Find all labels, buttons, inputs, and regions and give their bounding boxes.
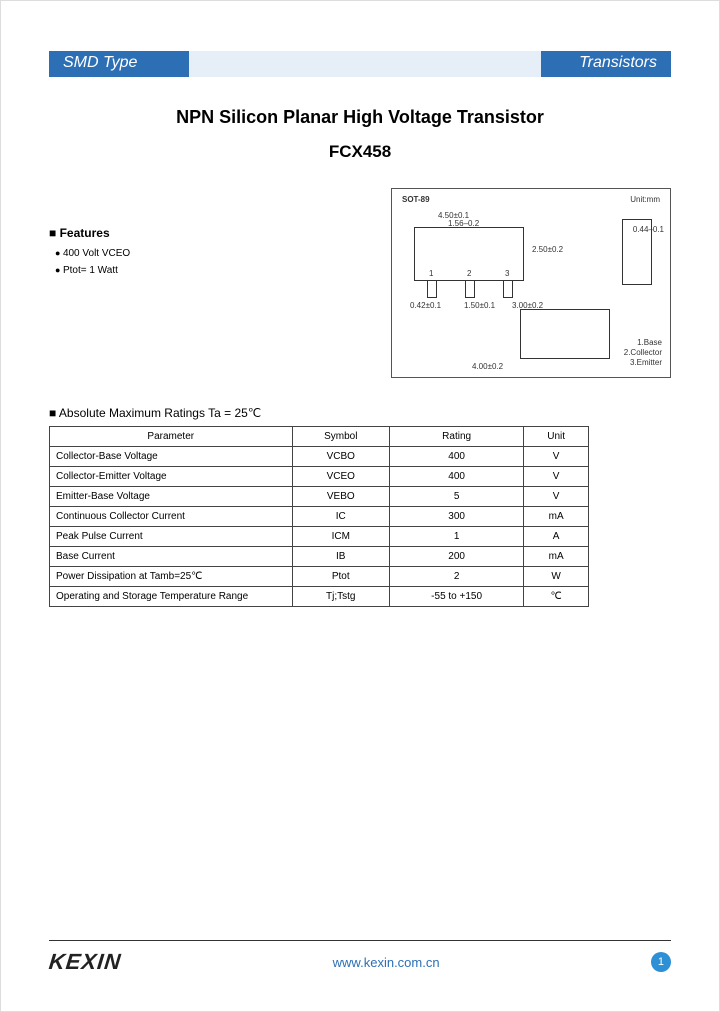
package-diagram: SOT-89 Unit:mm 4.50±0.1 1.56–0.2 1 2 3 2…	[391, 188, 671, 378]
pin-legend: 2.Collector	[624, 348, 662, 357]
cell-unit: V	[524, 447, 589, 467]
pin-number: 2	[467, 269, 471, 278]
title-main: NPN Silicon Planar High Voltage Transist…	[49, 107, 671, 128]
ratings-table: Parameter Symbol Rating Unit Collector-B…	[49, 426, 589, 607]
pin-legend: 1.Base	[637, 338, 662, 347]
cell-symbol: VEBO	[292, 487, 389, 507]
cell-param: Operating and Storage Temperature Range	[50, 587, 293, 607]
cell-symbol: VCBO	[292, 447, 389, 467]
col-parameter: Parameter	[50, 427, 293, 447]
cell-unit: A	[524, 527, 589, 547]
feature-item: Ptot= 1 Watt	[55, 265, 371, 276]
cell-unit: V	[524, 467, 589, 487]
cell-unit: W	[524, 567, 589, 587]
header-bar: SMD Type Transistors	[49, 51, 671, 77]
cell-rating: -55 to +150	[389, 587, 523, 607]
table-row: Continuous Collector CurrentIC300mA	[50, 507, 589, 527]
pin-number: 3	[505, 269, 509, 278]
table-row: Collector-Emitter VoltageVCEO400V	[50, 467, 589, 487]
features-heading: Features	[49, 226, 371, 240]
cell-rating: 400	[389, 467, 523, 487]
cell-rating: 1	[389, 527, 523, 547]
features-section: Features 400 Volt VCEO Ptot= 1 Watt	[49, 188, 371, 282]
feature-item: 400 Volt VCEO	[55, 248, 371, 259]
dim-label: 4.00±0.2	[472, 362, 503, 371]
page-number-badge: 1	[651, 952, 671, 972]
cell-param: Continuous Collector Current	[50, 507, 293, 527]
cell-param: Collector-Base Voltage	[50, 447, 293, 467]
ratings-heading: Absolute Maximum Ratings Ta = 25℃	[49, 406, 671, 420]
cell-symbol: IB	[292, 547, 389, 567]
brand-logo: KEXIN	[49, 949, 121, 975]
logo-text: KEXIN	[48, 949, 123, 975]
title-block: NPN Silicon Planar High Voltage Transist…	[49, 107, 671, 162]
package-bottom-outline	[520, 309, 610, 359]
cell-param: Emitter-Base Voltage	[50, 487, 293, 507]
cell-rating: 2	[389, 567, 523, 587]
pin-number: 1	[429, 269, 433, 278]
cell-symbol: Tj;Tstg	[292, 587, 389, 607]
cell-param: Peak Pulse Current	[50, 527, 293, 547]
table-row: Power Dissipation at Tamb=25℃Ptot2W	[50, 567, 589, 587]
cell-param: Power Dissipation at Tamb=25℃	[50, 567, 293, 587]
package-pin	[503, 280, 513, 298]
table-header-row: Parameter Symbol Rating Unit	[50, 427, 589, 447]
col-rating: Rating	[389, 427, 523, 447]
cell-rating: 200	[389, 547, 523, 567]
ratings-body: Collector-Base VoltageVCBO400V Collector…	[50, 447, 589, 607]
pin-legend: 3.Emitter	[630, 358, 662, 367]
cell-unit: ℃	[524, 587, 589, 607]
table-row: Peak Pulse CurrentICM1A	[50, 527, 589, 547]
mid-row: Features 400 Volt VCEO Ptot= 1 Watt SOT-…	[49, 188, 671, 378]
table-row: Emitter-Base VoltageVEBO5V	[50, 487, 589, 507]
cell-rating: 300	[389, 507, 523, 527]
col-symbol: Symbol	[292, 427, 389, 447]
footer-url[interactable]: www.kexin.com.cn	[333, 955, 440, 970]
cell-symbol: ICM	[292, 527, 389, 547]
cell-symbol: Ptot	[292, 567, 389, 587]
package-body-outline: 1 2 3	[414, 227, 524, 281]
col-unit: Unit	[524, 427, 589, 447]
part-number: FCX458	[49, 142, 671, 162]
dim-label: 0.42±0.1	[410, 301, 441, 310]
cell-symbol: IC	[292, 507, 389, 527]
package-pin	[427, 280, 437, 298]
dim-label: 2.50±0.2	[532, 245, 563, 254]
datasheet-page: SMD Type Transistors NPN Silicon Planar …	[0, 0, 720, 1012]
header-left: SMD Type	[49, 51, 189, 77]
dim-label: 1.50±0.1	[464, 301, 495, 310]
cell-unit: V	[524, 487, 589, 507]
table-row: Base CurrentIB200mA	[50, 547, 589, 567]
cell-unit: mA	[524, 547, 589, 567]
cell-rating: 400	[389, 447, 523, 467]
cell-param: Base Current	[50, 547, 293, 567]
footer: KEXIN www.kexin.com.cn 1	[49, 940, 671, 975]
table-row: Collector-Base VoltageVCBO400V	[50, 447, 589, 467]
table-row: Operating and Storage Temperature RangeT…	[50, 587, 589, 607]
cell-unit: mA	[524, 507, 589, 527]
header-mid	[189, 51, 541, 77]
dim-label: 0.44–0.1	[633, 225, 664, 234]
cell-symbol: VCEO	[292, 467, 389, 487]
package-unit: Unit:mm	[630, 195, 660, 204]
cell-param: Collector-Emitter Voltage	[50, 467, 293, 487]
package-name: SOT-89	[402, 195, 430, 204]
header-right: Transistors	[541, 51, 671, 77]
cell-rating: 5	[389, 487, 523, 507]
package-pin	[465, 280, 475, 298]
